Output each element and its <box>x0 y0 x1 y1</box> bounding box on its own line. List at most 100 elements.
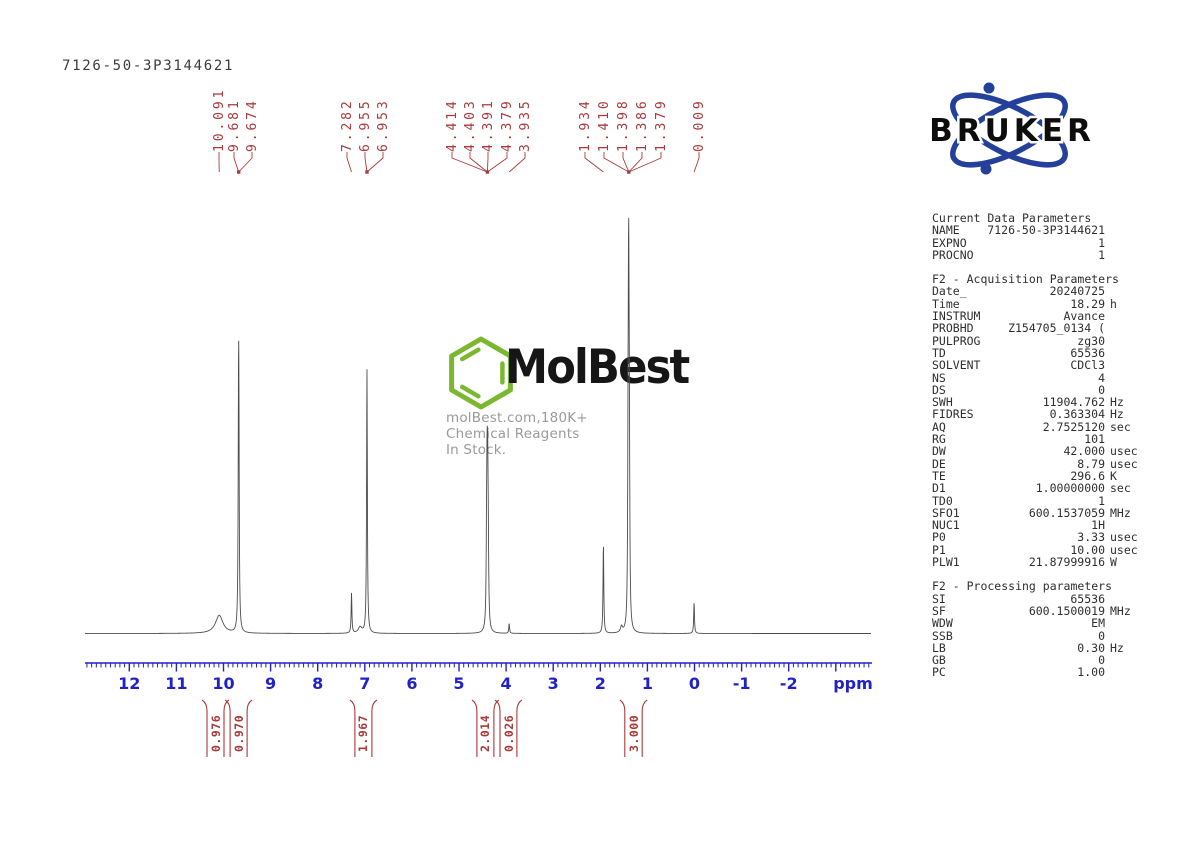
param-value: 1 <box>1098 247 1105 262</box>
integral-bracket <box>516 699 523 757</box>
axis-tick-label: 9 <box>265 674 277 693</box>
param-unit: usec <box>1110 542 1138 557</box>
param-key: GB <box>932 653 946 668</box>
param-key: WDW <box>932 616 953 631</box>
param-row: SFO1 600.1537059 MHz <box>932 507 1144 520</box>
param-row: INSTRUM Avance <box>932 309 1144 324</box>
integral-label: 1.967 <box>356 714 371 752</box>
param-row: TD 65536 <box>932 345 1144 360</box>
peak-label-connector <box>508 152 526 173</box>
watermark-wordmark: MolBest <box>505 340 690 395</box>
integral-bracket <box>471 699 478 757</box>
param-row: FIDRES 0.363304 Hz <box>932 407 1144 422</box>
param-value: 1.00000000 <box>1035 481 1105 496</box>
param-row: P1 10.00 usec <box>932 542 1144 557</box>
param-key: RG <box>932 432 946 447</box>
param-unit: sec <box>1110 419 1131 434</box>
peak-label-connector <box>238 152 253 173</box>
param-row: TD0 1 <box>932 493 1144 508</box>
peak-label: 4.379 <box>499 98 515 152</box>
peak-label-connector <box>622 152 630 173</box>
param-key: DW <box>932 444 946 459</box>
param-key: PROBHD <box>932 321 974 336</box>
param-row: DE 8.79 usec <box>932 456 1144 471</box>
benzene-hexagon-icon <box>449 336 513 410</box>
peak-label: 1.398 <box>615 98 631 152</box>
axis-tick-label: 12 <box>118 674 141 693</box>
spectrum-trace <box>85 217 871 634</box>
peak-label-connector <box>584 152 604 173</box>
peak-label: 7.282 <box>339 98 355 152</box>
peak-label: 4.391 <box>480 98 496 152</box>
peak-label: 3.935 <box>517 98 533 152</box>
peak-connector-dot <box>237 170 241 174</box>
param-key: SF <box>932 603 946 618</box>
param-row: TE 296.6 K <box>932 468 1144 483</box>
param-key: EXPNO <box>932 235 967 250</box>
integral-bracket <box>371 699 378 757</box>
param-key: P0 <box>932 530 946 545</box>
integral-bracket <box>349 699 356 757</box>
param-unit: h <box>1110 296 1117 311</box>
param-row: DS 0 <box>932 382 1144 397</box>
param-section: F2 - Processing parameters SI 65536 SF 600.1… <box>932 579 1144 679</box>
param-key: NAME <box>932 223 960 238</box>
axis-tick-label: 1 <box>641 674 653 693</box>
param-key: Date_ <box>932 284 967 299</box>
param-row: PLW1 21.87999916 W <box>932 556 1144 569</box>
param-value: 8.79 <box>1077 456 1105 471</box>
peak-label-connector <box>487 152 508 173</box>
peak-label-connector <box>451 152 488 173</box>
peak-label: 0.009 <box>691 98 707 152</box>
param-row: SF 600.1500019 MHz <box>932 603 1144 618</box>
axis-tick-label: 6 <box>406 674 418 693</box>
param-value: CDCl3 <box>1070 358 1105 373</box>
param-value: zg30 <box>1077 333 1105 348</box>
param-key: DS <box>932 382 946 397</box>
param-section-header: F2 - Processing parameters <box>932 579 1113 594</box>
param-row: RG 101 <box>932 432 1144 447</box>
integral-label: 0.970 <box>231 714 246 752</box>
param-section-header: Current Data Parameters <box>932 211 1092 225</box>
param-key: PULPROG <box>932 333 981 348</box>
param-unit: usec <box>1110 530 1138 545</box>
param-key: FIDRES <box>932 407 974 422</box>
param-row: PROCNO 1 <box>932 247 1144 262</box>
peak-label: 10.091 <box>211 87 227 152</box>
param-unit: sec <box>1110 481 1131 496</box>
param-value: 0.30 <box>1077 640 1105 655</box>
axis-tick-label: 5 <box>453 674 465 693</box>
param-key: P1 <box>932 542 946 557</box>
integral-bracket <box>641 699 648 757</box>
param-value: 65536 <box>1070 345 1105 360</box>
peak-label-connector <box>366 152 384 173</box>
param-value: 296.6 <box>1070 468 1105 483</box>
param-key: TE <box>932 468 946 483</box>
bruker-wordmark: BRUKER <box>929 113 1095 149</box>
axis-tick-label: 7 <box>359 674 371 693</box>
bruker-ellipses-icon: BRUKER <box>927 82 1095 175</box>
param-unit: Hz <box>1110 640 1124 655</box>
watermark-tagline: molBest.com,180K+ Chemical Reagents In S… <box>446 410 588 458</box>
peak-label-connector <box>486 152 489 173</box>
param-key: PROCNO <box>932 247 974 262</box>
peak-label: 1.386 <box>634 98 650 152</box>
param-row: Time 18.29 h <box>932 296 1144 311</box>
peak-connector-dot <box>627 170 631 174</box>
param-value: 11904.762 <box>1042 395 1105 410</box>
param-row: LB 0.30 Hz <box>932 640 1144 655</box>
integral-bracket <box>494 699 501 757</box>
param-value: 1 <box>1098 493 1105 508</box>
param-value: Avance <box>1063 309 1105 324</box>
axis-tick-label: 11 <box>165 674 188 693</box>
peak-label: 1.379 <box>653 98 669 152</box>
param-value: 3.33 <box>1077 530 1105 545</box>
param-key: TD <box>932 345 946 360</box>
peak-label: 1.410 <box>596 98 612 152</box>
peak-label: 9.681 <box>226 98 242 152</box>
axis-tick-label: -1 <box>732 674 751 693</box>
param-row: EXPNO 1 <box>932 235 1144 250</box>
param-row: SI 65536 <box>932 592 1144 605</box>
param-value: 2.7525120 <box>1042 419 1105 434</box>
param-row: NUC1 1H <box>932 519 1144 532</box>
